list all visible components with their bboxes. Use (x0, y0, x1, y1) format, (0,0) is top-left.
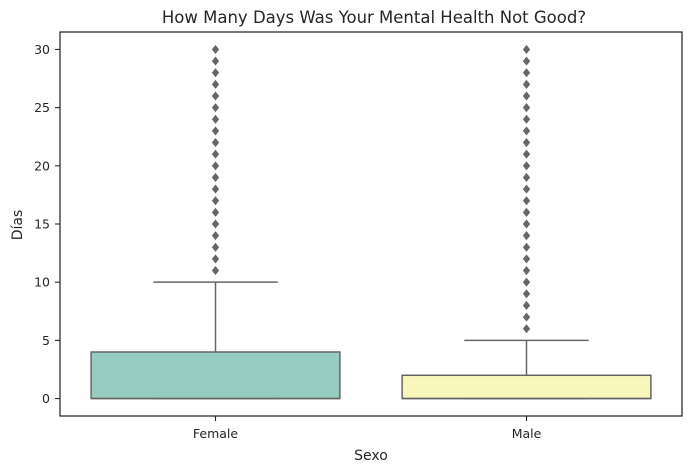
outlier-point (522, 114, 531, 124)
outlier-point (211, 196, 220, 206)
outlier-point (522, 219, 531, 229)
outlier-point (522, 172, 531, 183)
outlier-point (211, 184, 220, 194)
outlier-point (211, 207, 220, 217)
outlier-point (211, 56, 220, 66)
y-tick-label: 20 (34, 158, 50, 173)
y-tick-label: 0 (42, 391, 50, 406)
outlier-point (211, 68, 220, 78)
x-axis: Female Male (193, 416, 542, 441)
outlier-point (522, 254, 531, 264)
outlier-point (522, 312, 531, 322)
plot-frame (59, 31, 683, 417)
outlier-point (522, 44, 531, 55)
outlier-point (522, 68, 531, 78)
outlier-point (522, 126, 531, 136)
outlier-point (522, 137, 531, 148)
outlier-point (522, 242, 531, 252)
box-body (90, 351, 341, 400)
outlier-point (211, 265, 220, 276)
outlier-point (211, 149, 220, 159)
outlier-point (522, 184, 531, 194)
y-tick-label: 25 (34, 100, 50, 115)
outlier-point (522, 265, 531, 276)
x-tick-label: Female (193, 426, 239, 441)
y-tick-label: 10 (34, 275, 50, 290)
chart-title: How Many Days Was Your Mental Health Not… (162, 8, 586, 27)
box-female (90, 44, 341, 400)
outlier-point (522, 300, 531, 311)
outlier-point (522, 324, 531, 334)
outlier-point (522, 149, 531, 159)
outlier-point (522, 207, 531, 217)
box-body (401, 374, 652, 400)
outlier-point (522, 79, 531, 89)
outlier-point (211, 242, 220, 252)
outlier-point (522, 103, 531, 113)
plot-area (90, 44, 652, 400)
outlier-point (522, 161, 531, 171)
outlier-point (211, 231, 220, 241)
outlier-point (211, 254, 220, 264)
y-tick-label: 30 (34, 42, 50, 57)
x-tick-label: Male (512, 426, 542, 441)
outlier-point (522, 231, 531, 241)
y-tick-label: 5 (42, 333, 50, 348)
outlier-point (211, 172, 220, 183)
outlier-point (211, 137, 220, 148)
y-axis: 0 5 10 15 20 25 30 (34, 42, 60, 406)
outlier-point (211, 161, 220, 171)
outlier-point (522, 91, 531, 101)
box-male (401, 44, 652, 400)
outlier-point (211, 91, 220, 101)
outlier-point (522, 56, 531, 66)
outlier-point (211, 44, 220, 55)
outlier-point (522, 277, 531, 287)
y-tick-label: 15 (34, 217, 50, 232)
outlier-point (211, 126, 220, 136)
x-axis-label: Sexo (354, 448, 388, 464)
outlier-point (211, 103, 220, 113)
outlier-point (211, 219, 220, 229)
outlier-point (211, 114, 220, 124)
y-axis-label: Días (10, 210, 26, 241)
outlier-point (211, 79, 220, 89)
outlier-point (522, 196, 531, 206)
outlier-point (522, 289, 531, 299)
